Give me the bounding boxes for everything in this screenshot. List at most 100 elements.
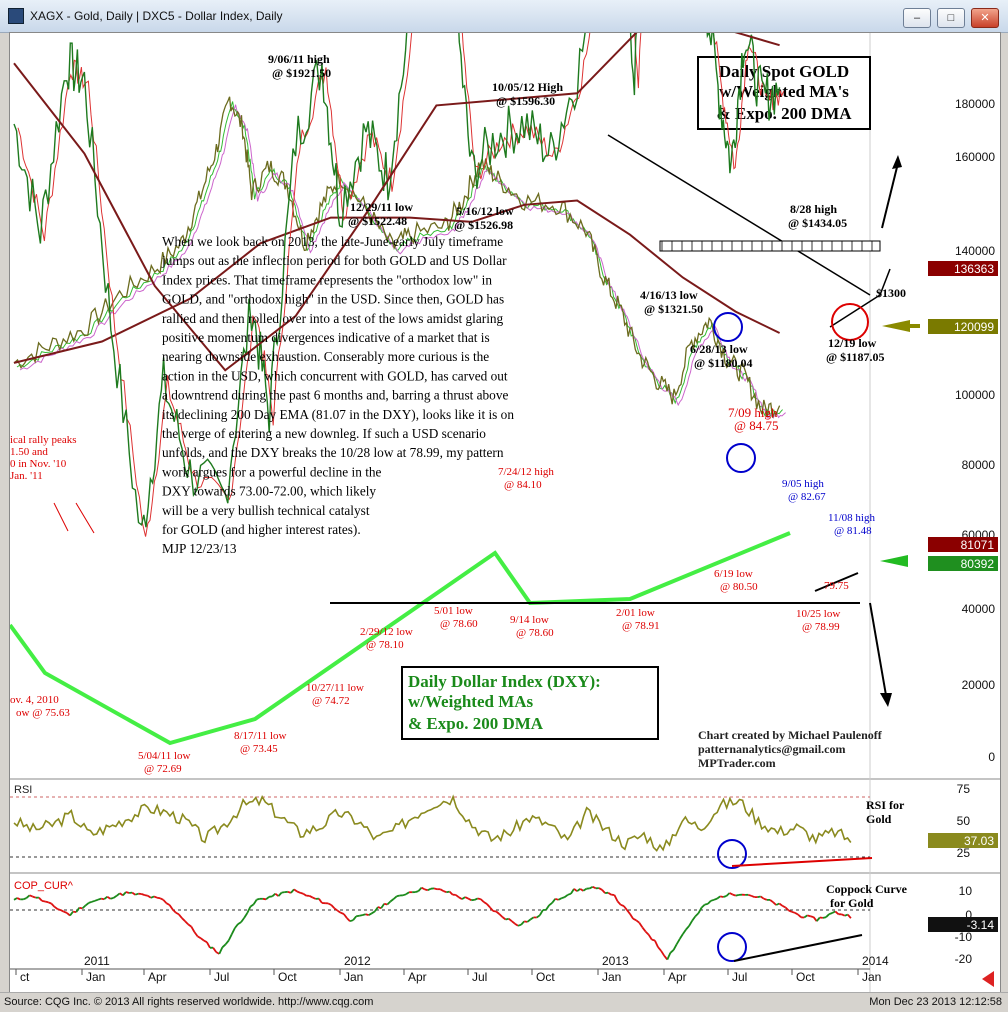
coppock-segment [661,951,664,956]
coppock-segment [568,894,571,895]
coppock-segment [375,907,378,911]
coppock-segment [555,899,558,900]
coppock-segment [294,889,297,891]
left-note-line: 0 in Nov. '10 [10,458,67,470]
coppock-segment [48,902,51,903]
y-tick-label: 160000 [955,150,995,164]
commentary-line: a downtrend during the past 6 months and… [162,388,508,403]
coppock-divergence-line [734,935,862,961]
y-tick-label: 80000 [962,458,996,472]
coppock-segment [387,902,390,905]
gold-annotation: 12/19 low [828,336,877,350]
coppock-segment [593,887,596,889]
coppock-segment [148,896,151,898]
coppock-segment [397,896,400,897]
coppock-segment [76,908,79,912]
x-tick-label: Apr [668,970,687,984]
last-price-label: 120099 [954,320,994,334]
year-label: 2013 [602,954,629,968]
commentary-line: the verge of entering a new downleg. If … [162,426,486,441]
gold-title-line1: Daily Spot GOLD [719,62,849,81]
coppock-segment [394,896,397,899]
coppock-segment [689,921,692,926]
status-bar: Source: CQG Inc. © 2013 All rights reser… [0,992,1008,1012]
coppock-segment [680,934,683,939]
gold-price-pointer [910,324,920,328]
coppock-segment [540,910,543,915]
coppock-segment [198,936,201,938]
gold-annotation: 9/06/11 high [268,52,330,66]
gold-annotation: 10/05/12 High [492,80,563,94]
coppock-segment [82,905,85,908]
coppock-segment [356,916,359,917]
coppock-y-tick: 10 [959,884,973,898]
gold-annotation: @ $1522.48 [348,214,407,228]
coppock-segment [45,902,48,903]
coppock-segment [135,894,138,895]
coppock-y-tick: -10 [955,930,973,944]
gold-price-pointer [882,320,910,332]
coppock-segment [636,920,639,922]
coppock-segment [275,894,278,896]
coppock-segment [98,899,101,900]
maximize-button[interactable]: □ [937,8,965,28]
minimize-button[interactable]: – [903,8,931,28]
close-button[interactable]: ✕ [971,8,999,28]
commentary-line: MJP 12/23/13 [162,541,237,556]
coppock-segment [142,894,145,895]
dxy-annotation: 2/01 low [616,607,655,619]
gold-annotation: 5/16/12 low [456,204,514,218]
rsi-y-tick: 75 [957,782,971,796]
coppock-segment [132,893,135,895]
x-tick-label: Jan [862,970,881,984]
chart-area[interactable]: Daily Spot GOLD w/Weighted MA's & Expo. … [9,32,1001,994]
dxy-annotation: @ 80.50 [720,581,758,593]
rsi-title: Gold [866,812,892,826]
coppock-segment [30,895,33,896]
gold-low-circle [714,313,742,341]
credit-line: Chart created by Michael Paulenoff [698,728,883,742]
dxy-title-line1: Daily Dollar Index (DXY): [408,672,601,691]
commentary-line: jumps out as the inflection period for b… [161,253,507,268]
coppock-segment [51,904,54,907]
coppock-segment [509,919,512,922]
coppock-segment [42,901,45,902]
commentary-line: work argues for a powerful decline in th… [162,464,382,479]
coppock-segment [418,888,421,892]
scroll-right-icon[interactable] [982,971,994,987]
coppock-segment [170,905,173,910]
coppock-segment [810,916,813,917]
coppock-segment [490,907,493,911]
dxy-annotation: @ 78.99 [802,621,840,633]
coppock-segment [502,917,505,920]
coppock-segment [670,950,673,953]
dxy-title-line3: & Expo. 200 DMA [408,714,544,733]
coppock-segment [630,914,633,919]
gold-annotation: 8/28 high [790,202,837,216]
rsi-title: RSI for [866,798,905,812]
gold-up-arrow [882,163,898,228]
dxy-annotation: @ 78.60 [440,618,478,630]
commentary-line: action in the USD, which concurrent with… [162,368,508,383]
x-tick-label: Jan [86,970,105,984]
coppock-segment [70,912,73,916]
rsi-y-tick: 25 [957,846,971,860]
gold-annotation: @ $1526.98 [454,218,513,232]
coppock-segment [369,913,372,915]
chart-svg: Daily Spot GOLD w/Weighted MA's & Expo. … [10,33,1000,993]
coppock-segment [733,895,736,896]
coppock-segment [154,897,157,898]
coppock-segment [372,911,375,913]
gold-annotation: @ $1434.05 [788,216,847,230]
coppock-segment [708,901,711,904]
coppock-segment [484,902,487,904]
dxy-annotation: 9/05 high [782,478,824,490]
x-tick-label: Jul [732,970,747,984]
dxy-support-trendline [10,533,790,743]
coppock-segment [574,889,577,891]
coppock-segment [848,915,851,919]
gold-annotation: @ $1180.04 [694,356,753,370]
coppock-segment [247,907,250,913]
gold-resistance-zone [660,241,880,251]
coppock-segment [621,905,624,906]
